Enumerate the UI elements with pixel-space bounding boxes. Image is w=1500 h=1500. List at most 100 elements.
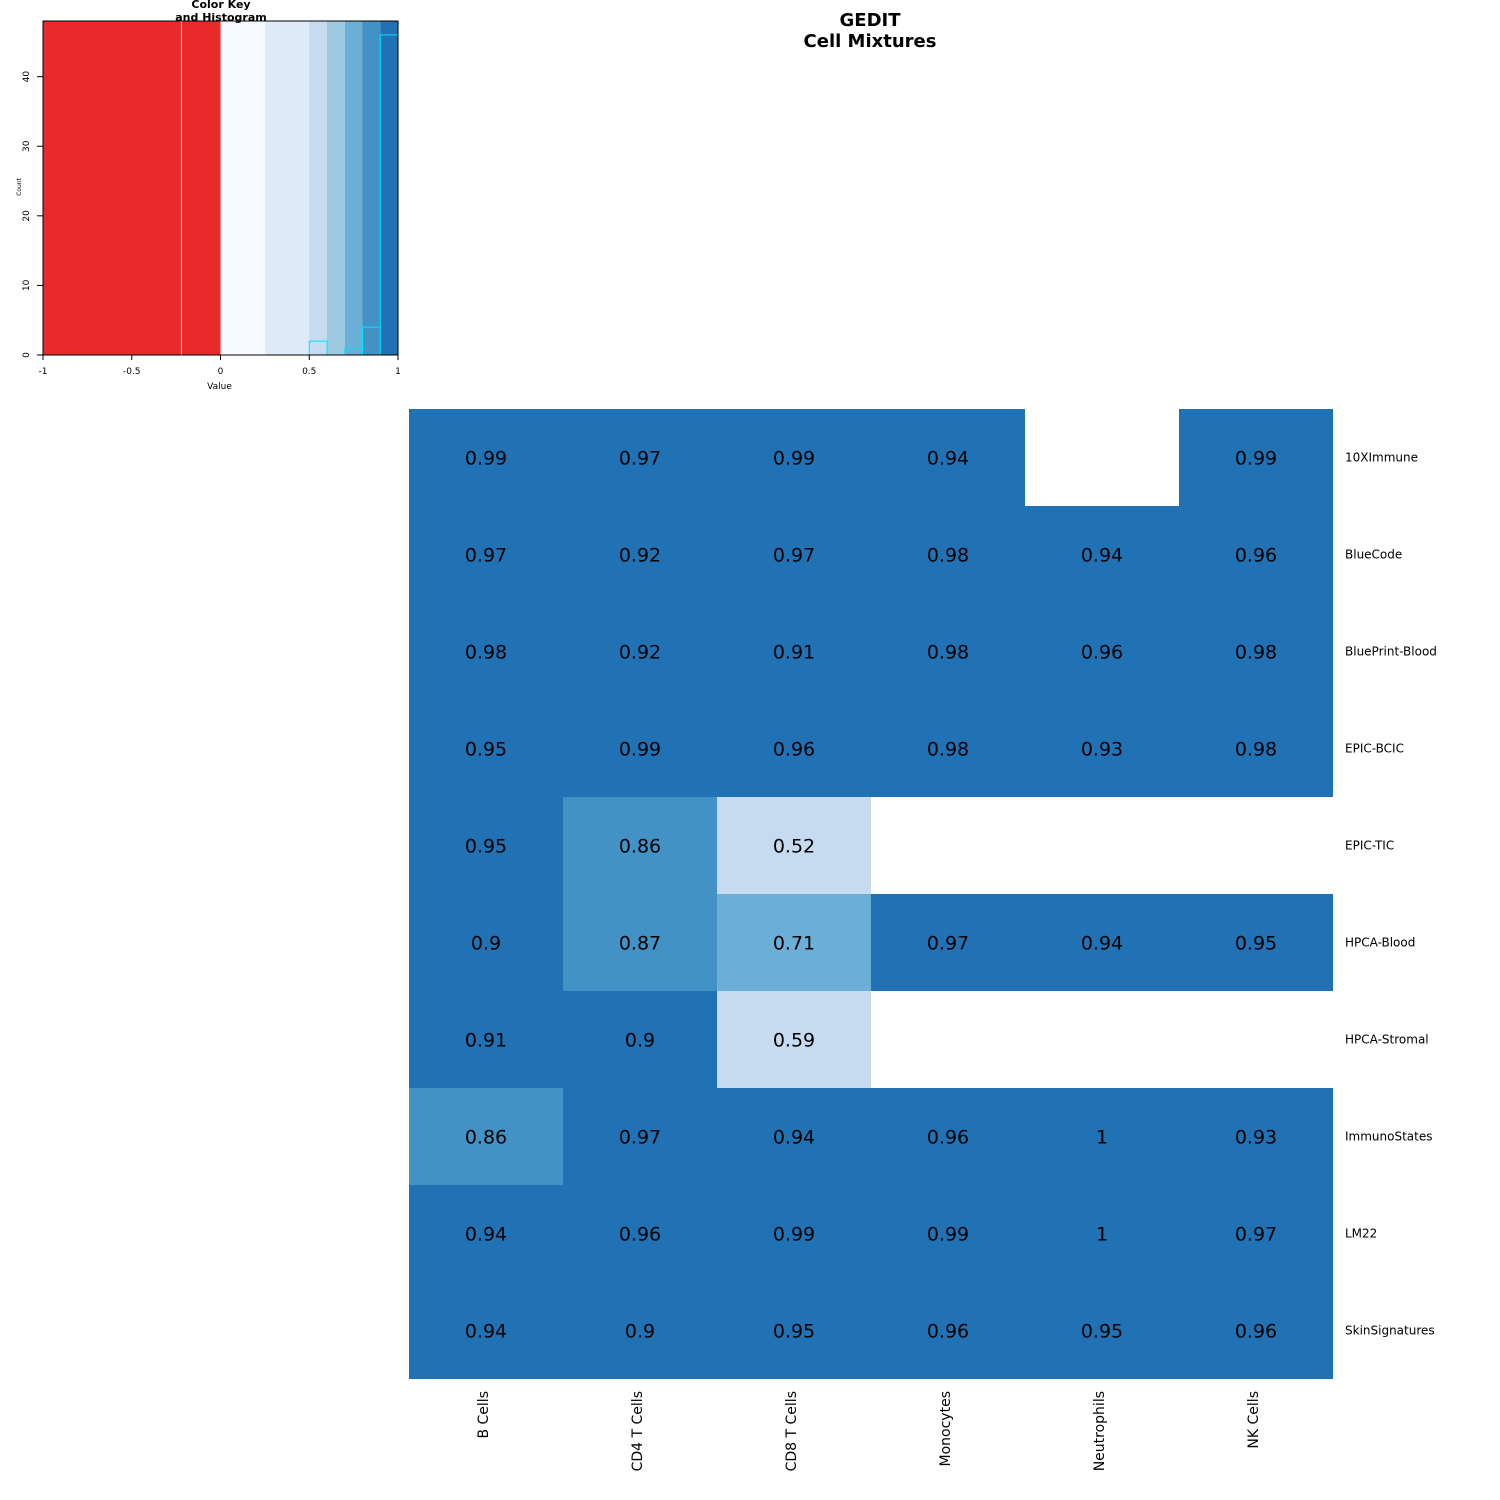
cell-value-label: 0.96	[927, 1321, 969, 1343]
heatmap-cell	[409, 1088, 563, 1185]
key-y-tick-label: 10	[22, 279, 32, 291]
row-label: BluePrint-Blood	[1345, 645, 1437, 659]
cell-value-label: 0.71	[773, 933, 815, 955]
heatmap-cell	[409, 409, 563, 506]
heatmap-cell	[1179, 1185, 1333, 1282]
cell-value-label: 0.94	[465, 1321, 507, 1343]
column-label: NK Cells	[1246, 1391, 1262, 1449]
cell-value-label: 0.52	[773, 836, 815, 858]
chart-subtitle: Cell Mixtures	[804, 31, 937, 52]
column-label: Neutrophils	[1092, 1391, 1108, 1471]
cell-value-label: 0.96	[1235, 545, 1277, 567]
heatmap-cell	[563, 700, 717, 797]
row-label: LM22	[1345, 1227, 1377, 1241]
cell-value-label: 0.93	[1081, 739, 1123, 761]
key-x-tick-label: -0.5	[123, 367, 141, 377]
cell-value-label: 0.91	[773, 642, 815, 664]
heatmap-cell	[717, 1185, 871, 1282]
heatmap-cell	[1179, 894, 1333, 991]
cell-value-label: 0.94	[465, 1224, 507, 1246]
key-y-tick-label: 30	[22, 140, 32, 152]
cell-value-label: 0.97	[927, 933, 969, 955]
cell-value-label: 0.99	[773, 1224, 815, 1246]
heatmap-cell	[717, 797, 871, 894]
column-label: Monocytes	[938, 1391, 954, 1466]
heatmap-cell	[871, 894, 1025, 991]
cell-value-label: 0.96	[619, 1224, 661, 1246]
heatmap-cell	[1025, 506, 1179, 603]
cell-value-label: 0.59	[773, 1030, 815, 1052]
heatmap-cell	[1179, 409, 1333, 506]
cell-value-label: 0.96	[773, 739, 815, 761]
cell-value-label: 0.97	[1235, 1224, 1277, 1246]
cell-value-label: 0.93	[1235, 1127, 1277, 1149]
cell-value-label: 0.9	[471, 933, 501, 955]
heatmap-cell	[409, 1282, 563, 1379]
heatmap-cell	[871, 1282, 1025, 1379]
cell-value-label: 0.97	[465, 545, 507, 567]
row-label: HPCA-Stromal	[1345, 1033, 1429, 1047]
column-label: CD8 T Cells	[784, 1391, 800, 1471]
cell-value-label: 0.98	[927, 545, 969, 567]
heatmap-cell	[563, 797, 717, 894]
color-key-band	[43, 21, 221, 355]
heatmap-cell	[409, 506, 563, 603]
cell-value-label: 0.98	[465, 642, 507, 664]
row-label: SkinSignatures	[1345, 1324, 1435, 1338]
heatmap-cell	[871, 506, 1025, 603]
cell-value-label: 0.96	[1235, 1321, 1277, 1343]
key-y-tick-label: 40	[22, 71, 32, 83]
heatmap-cell	[563, 506, 717, 603]
key-y-tick-label: 0	[22, 352, 32, 358]
cell-value-label: 1	[1096, 1127, 1108, 1149]
heatmap-cell	[717, 991, 871, 1088]
row-label: EPIC-TIC	[1345, 839, 1394, 853]
heatmap-cell	[1025, 1282, 1179, 1379]
key-x-tick-label: 1	[395, 367, 401, 377]
color-key-band	[380, 21, 398, 355]
heatmap-cell	[1179, 603, 1333, 700]
heatmap-cell	[409, 700, 563, 797]
heatmap-cell	[717, 894, 871, 991]
cell-value-label: 0.99	[619, 739, 661, 761]
heatmap-cell	[1025, 1088, 1179, 1185]
cell-value-label: 0.95	[773, 1321, 815, 1343]
cell-value-label: 0.9	[625, 1030, 655, 1052]
heatmap-cell	[717, 506, 871, 603]
column-label: CD4 T Cells	[630, 1391, 646, 1471]
heatmap-cell	[1025, 894, 1179, 991]
heatmap-cell	[717, 1282, 871, 1379]
cell-value-label: 0.98	[1235, 739, 1277, 761]
key-title: Color Key	[191, 0, 250, 11]
heatmap-cell	[563, 991, 717, 1088]
key-subtitle: and Histogram	[175, 11, 266, 24]
cell-value-label: 0.99	[465, 448, 507, 470]
cell-value-label: 0.92	[619, 545, 661, 567]
key-x-tick-label: 0	[218, 367, 224, 377]
key-y-tick-label: 20	[22, 210, 32, 222]
cell-value-label: 0.97	[619, 1127, 661, 1149]
cell-value-label: 0.99	[927, 1224, 969, 1246]
color-key-band	[220, 21, 265, 355]
cell-value-label: 0.86	[619, 836, 661, 858]
cell-value-label: 0.96	[1081, 642, 1123, 664]
chart-title: GEDIT	[840, 10, 902, 31]
heatmap-cell	[871, 700, 1025, 797]
cell-value-label: 0.95	[465, 836, 507, 858]
heatmap-cell	[1179, 1282, 1333, 1379]
key-x-axis-label: Value	[207, 382, 232, 392]
heatmap-cell	[409, 797, 563, 894]
cell-value-label: 0.97	[619, 448, 661, 470]
row-label: 10XImmune	[1345, 451, 1418, 465]
cell-value-label: 0.91	[465, 1030, 507, 1052]
heatmap-cell	[409, 894, 563, 991]
heatmap-cell	[1025, 603, 1179, 700]
heatmap-cell	[563, 1282, 717, 1379]
color-key-band	[327, 21, 345, 355]
heatmap-cell	[871, 1185, 1025, 1282]
cell-value-label: 1	[1096, 1224, 1108, 1246]
cell-value-label: 0.98	[927, 642, 969, 664]
heatmap-cell	[409, 603, 563, 700]
